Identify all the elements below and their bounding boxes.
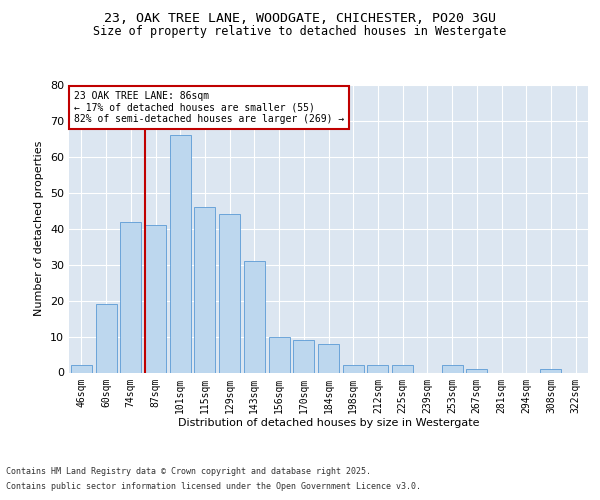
Bar xyxy=(293,340,314,372)
X-axis label: Distribution of detached houses by size in Westergate: Distribution of detached houses by size … xyxy=(178,418,479,428)
Text: Size of property relative to detached houses in Westergate: Size of property relative to detached ho… xyxy=(94,25,506,38)
Bar xyxy=(269,336,290,372)
Bar xyxy=(442,366,463,372)
Text: 23 OAK TREE LANE: 86sqm
← 17% of detached houses are smaller (55)
82% of semi-de: 23 OAK TREE LANE: 86sqm ← 17% of detache… xyxy=(74,91,344,124)
Text: Contains HM Land Registry data © Crown copyright and database right 2025.: Contains HM Land Registry data © Crown c… xyxy=(6,467,371,476)
Bar xyxy=(244,261,265,372)
Bar xyxy=(367,366,388,372)
Bar xyxy=(120,222,141,372)
Bar xyxy=(170,136,191,372)
Bar xyxy=(318,344,339,372)
Bar xyxy=(466,369,487,372)
Bar xyxy=(392,366,413,372)
Bar xyxy=(71,366,92,372)
Text: 23, OAK TREE LANE, WOODGATE, CHICHESTER, PO20 3GU: 23, OAK TREE LANE, WOODGATE, CHICHESTER,… xyxy=(104,12,496,26)
Text: Contains public sector information licensed under the Open Government Licence v3: Contains public sector information licen… xyxy=(6,482,421,491)
Bar xyxy=(219,214,240,372)
Bar xyxy=(343,366,364,372)
Bar xyxy=(541,369,562,372)
Bar xyxy=(194,207,215,372)
Y-axis label: Number of detached properties: Number of detached properties xyxy=(34,141,44,316)
Bar xyxy=(95,304,116,372)
Bar xyxy=(145,225,166,372)
